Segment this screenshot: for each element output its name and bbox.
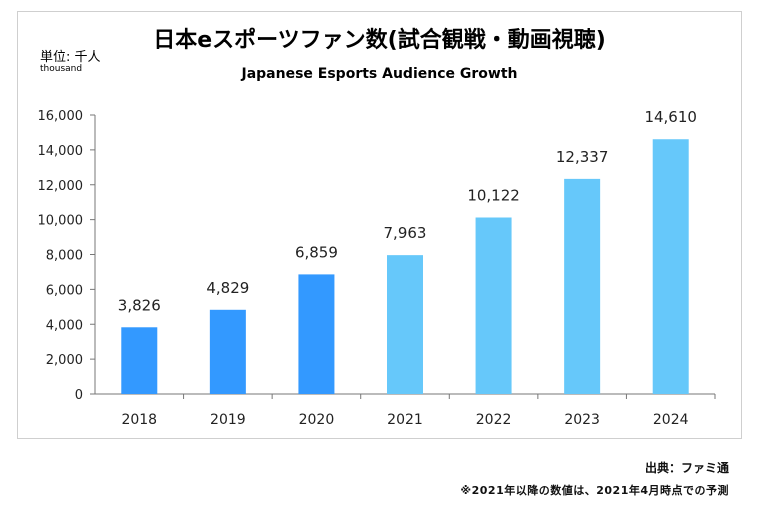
y-tick-label: 10,000	[38, 214, 84, 229]
data-label: 3,826	[118, 296, 161, 314]
x-tick-label: 2019	[210, 412, 246, 428]
data-label: 12,337	[556, 148, 609, 166]
data-label: 10,122	[467, 186, 520, 204]
bar	[564, 178, 601, 394]
chart-subtitle: Japanese Esports Audience Growth	[241, 66, 518, 82]
data-label: 4,829	[206, 279, 249, 297]
data-label: 6,859	[295, 243, 338, 261]
x-tick-label: 2020	[299, 412, 335, 428]
y-tick-label: 2,000	[46, 353, 83, 368]
unit-sub-label: thousand	[40, 64, 83, 74]
y-tick-label: 4,000	[46, 318, 83, 333]
y-tick-label: 16,000	[38, 109, 84, 124]
unit-label: 単位: 千人	[40, 50, 101, 65]
x-tick-label: 2024	[653, 412, 689, 428]
data-label: 7,963	[384, 224, 427, 242]
x-tick-label: 2018	[121, 412, 157, 428]
y-tick-label: 8,000	[46, 249, 83, 264]
source-note: 出典：ファミ通	[644, 461, 729, 475]
x-tick-label: 2023	[564, 412, 600, 428]
chart-title: 日本eスポーツファン数(試合観戦・動画視聴)	[153, 28, 606, 53]
y-tick-label: 0	[75, 388, 83, 403]
bar	[387, 255, 423, 394]
bar	[475, 217, 512, 394]
y-tick-label: 14,000	[38, 144, 84, 159]
bar	[121, 327, 158, 394]
forecast-note: ※2021年以降の数値は、2021年4月時点での予測	[460, 484, 729, 497]
x-tick-label: 2021	[387, 412, 423, 428]
y-tick-label: 12,000	[38, 179, 84, 194]
x-tick-label: 2022	[476, 412, 512, 428]
y-tick-label: 6,000	[46, 283, 83, 298]
data-label: 14,610	[644, 108, 697, 126]
bar	[298, 274, 335, 394]
bar	[652, 139, 689, 394]
bar	[209, 309, 246, 394]
